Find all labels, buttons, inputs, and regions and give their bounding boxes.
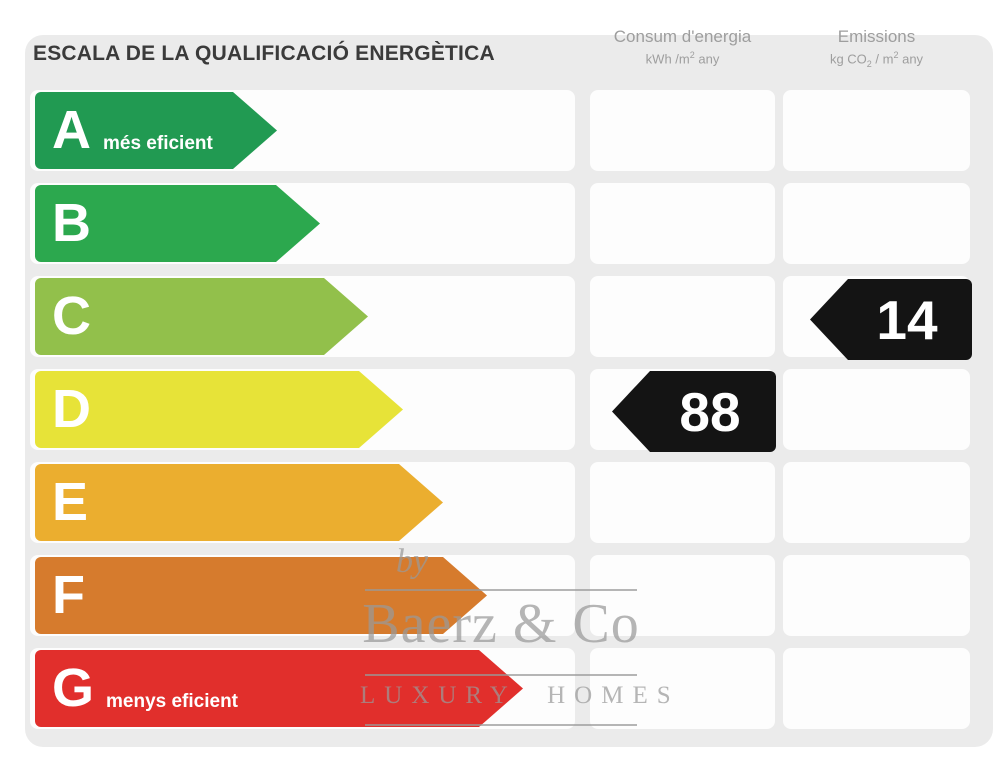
consum-cell-f — [590, 555, 775, 636]
emissions-cell-g — [783, 648, 970, 729]
rating-bar-e: E — [35, 464, 443, 541]
emissions-cell-d — [783, 369, 970, 450]
rating-letter-e: E — [52, 472, 89, 532]
emissions-cell-a — [783, 90, 970, 171]
consum-cell-c — [590, 276, 775, 357]
column-header-emissions: Emissions kg CO2 / m2 any — [783, 26, 970, 70]
consum-cell-e — [590, 462, 775, 543]
rating-letter-a: A — [52, 100, 91, 160]
emissions-header-label: Emissions — [837, 27, 916, 46]
page-title: ESCALA DE LA QUALIFICACIÓ ENERGÈTICA — [33, 42, 495, 65]
consum-header-label: Consum d'energia — [613, 27, 752, 46]
rating-note-least-efficient: menys eficient — [106, 691, 239, 712]
rating-bar-b: B — [35, 185, 320, 262]
rating-note-most-efficient: més eficient — [103, 133, 213, 154]
rating-letter-d: D — [52, 379, 91, 439]
rating-bar-d: D — [35, 371, 403, 448]
rating-bar-f: F — [35, 557, 487, 634]
column-header-consum: Consum d'energia kWh /m2 any — [590, 26, 775, 68]
consum-cell-b — [590, 183, 775, 264]
emissions-header-unit: kg CO2 / m2 any — [829, 49, 924, 69]
rating-letter-b: B — [52, 193, 91, 253]
consum-header-unit: kWh /m2 any — [645, 49, 720, 67]
emissions-cell-b — [783, 183, 970, 264]
rating-bar-a: A més eficient — [35, 92, 277, 169]
emissions-cell-e — [783, 462, 970, 543]
emissions-cell-f — [783, 555, 970, 636]
rating-bar-g: G menys eficient — [35, 650, 523, 727]
consum-cell-g — [590, 648, 775, 729]
rating-letter-f: F — [52, 565, 85, 625]
consum-cell-a — [590, 90, 775, 171]
emissions-value-badge: 14 — [810, 279, 972, 360]
rating-bar-c: C — [35, 278, 368, 355]
rating-letter-c: C — [52, 286, 91, 346]
consum-value: 88 — [679, 380, 741, 443]
emissions-value: 14 — [876, 288, 938, 351]
consum-value-badge: 88 — [612, 371, 776, 452]
rating-letter-g: G — [52, 658, 95, 718]
